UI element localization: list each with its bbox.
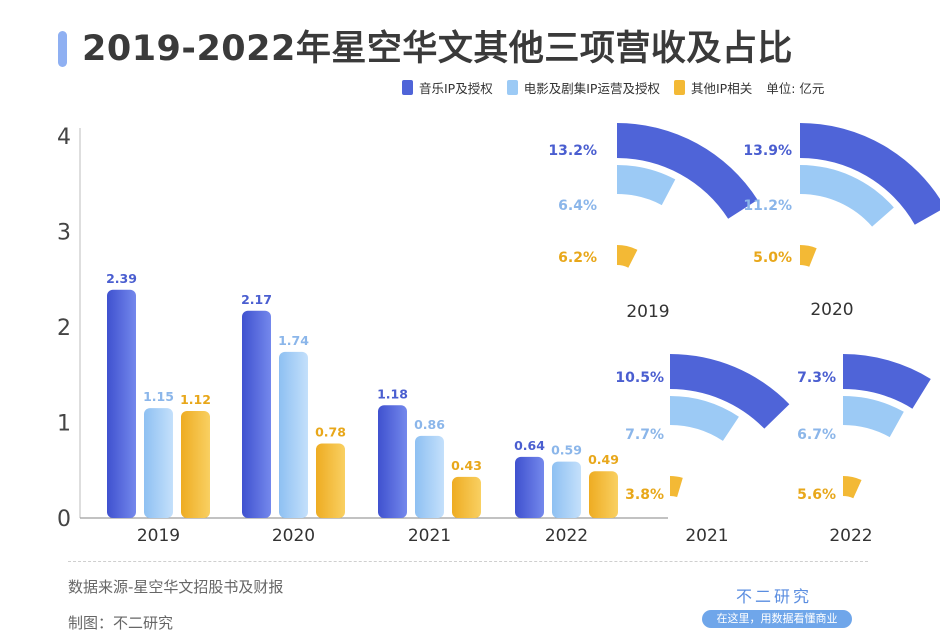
data-source: 数据来源-星空华文招股书及财报 [68, 578, 284, 596]
legend-item-other: 其他IP相关 [673, 78, 753, 97]
share-segment [843, 476, 862, 499]
legend-swatch-other [673, 80, 685, 95]
share-segment [800, 165, 894, 227]
legend-label-film: 电影及剧集IP运营及授权 [523, 81, 660, 96]
legend-swatch-music [402, 80, 413, 95]
x-tick-label: 2019 [137, 526, 180, 546]
share-segment [800, 245, 817, 267]
bar [316, 443, 345, 518]
title-accent-bar [58, 31, 67, 67]
bar [181, 411, 210, 518]
y-tick-label: 1 [57, 412, 71, 437]
y-tick-label: 2 [57, 316, 71, 341]
legend-label-music: 音乐IP及授权 [419, 81, 493, 96]
bar-value-label: 0.43 [451, 458, 482, 473]
share-label: 5.0% [753, 250, 792, 266]
bar [452, 476, 481, 518]
y-tick-label: 4 [57, 125, 71, 150]
bar-value-label: 0.86 [414, 417, 445, 432]
share-segment [617, 123, 758, 219]
x-tick-label: 2020 [272, 526, 315, 546]
bar [589, 471, 618, 518]
bar [107, 289, 136, 518]
bar [552, 461, 581, 518]
share-label: 5.6% [797, 487, 836, 503]
share-label: 13.2% [548, 143, 597, 159]
brand-slogan: 在这里，用数据看懂商业 [702, 610, 852, 628]
share-label: 6.4% [558, 198, 597, 214]
bar [144, 408, 173, 518]
share-segment [843, 354, 931, 409]
legend-label-other: 其他IP相关 [690, 81, 753, 96]
bar [242, 310, 271, 518]
legend: 音乐IP及授权 电影及剧集IP运营及授权 其他IP相关 单位: 亿元 [402, 78, 824, 97]
share-label: 11.2% [743, 198, 792, 214]
bar [415, 435, 444, 518]
legend-swatch-film [506, 80, 518, 95]
bar [515, 456, 544, 518]
share-label: 10.5% [615, 370, 664, 386]
share-label: 7.7% [625, 427, 664, 443]
bar-value-label: 1.74 [278, 333, 309, 348]
bar-value-label: 2.17 [241, 292, 272, 307]
x-tick-label: 2022 [545, 526, 588, 546]
bar-value-label: 1.12 [180, 392, 211, 407]
share-segment [617, 165, 676, 206]
bar-value-label: 0.78 [315, 425, 346, 440]
share-segment [617, 245, 638, 268]
legend-item-film: 电影及剧集IP运营及授权 [506, 78, 660, 97]
panel-year-label: 2022 [829, 526, 872, 546]
bar-value-label: 1.15 [143, 389, 174, 404]
share-label: 3.8% [625, 487, 664, 503]
legend-item-music: 音乐IP及授权 [402, 78, 493, 97]
panel-year-label: 2020 [810, 300, 853, 320]
share-segment [800, 123, 940, 225]
bar-value-label: 0.59 [551, 443, 582, 458]
bar-value-label: 0.64 [514, 438, 545, 453]
share-label: 13.9% [743, 143, 792, 159]
chart-title: 2019-2022年星空华文其他三项营收及占比 [82, 29, 793, 69]
bar-value-label: 1.18 [377, 386, 408, 401]
bar [279, 351, 308, 518]
share-label: 6.2% [558, 250, 597, 266]
share-segment [670, 396, 739, 441]
chart-credit: 制图：不二研究 [68, 614, 174, 632]
panel-year-label: 2021 [685, 526, 728, 546]
share-segment [843, 396, 904, 438]
bar [378, 405, 407, 518]
share-segment [670, 354, 790, 429]
share-label: 7.3% [797, 370, 836, 386]
y-tick-label: 0 [57, 507, 71, 532]
unit-label: 单位: 亿元 [766, 81, 825, 96]
share-label: 6.7% [797, 427, 836, 443]
brand-name: 不二研究 [736, 587, 813, 606]
bar-value-label: 0.49 [588, 452, 619, 467]
x-tick-label: 2021 [408, 526, 451, 546]
y-tick-label: 3 [57, 221, 71, 246]
share-segment [670, 476, 683, 498]
panel-year-label: 2019 [626, 302, 669, 322]
footer-divider [68, 561, 868, 562]
bar-value-label: 2.39 [106, 271, 137, 286]
